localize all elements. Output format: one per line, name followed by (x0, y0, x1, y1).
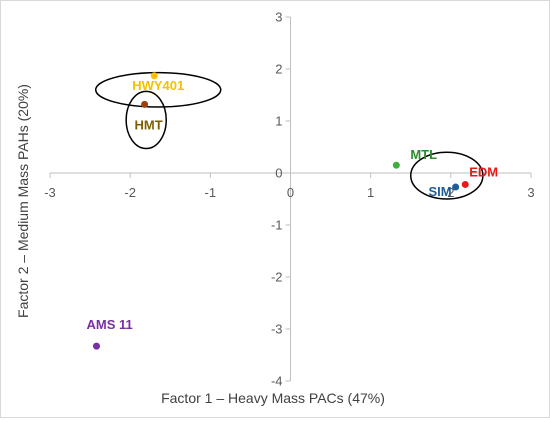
point-label: AMS 11 (86, 317, 132, 332)
x-axis-label: Factor 1 – Heavy Mass PACs (47%) (161, 390, 385, 406)
point-label: HWY401 (132, 78, 184, 93)
y-tick-label: -2 (271, 270, 283, 285)
cluster-ellipse (410, 151, 484, 200)
data-point (392, 161, 400, 169)
x-tick-label: 1 (367, 185, 374, 200)
data-point (461, 180, 469, 188)
data-point (150, 72, 158, 80)
y-tick-label: 2 (275, 62, 282, 77)
axes: -3 -2 -1 0 1 2 3 -4 -3 -2 -1 0 1 2 3 (44, 10, 534, 389)
x-tick-label: -1 (205, 185, 217, 200)
point-label: EDM (469, 164, 498, 179)
y-tick-label: -3 (271, 322, 283, 337)
y-tick-label: -4 (271, 374, 283, 389)
cluster-ellipse (125, 90, 167, 150)
x-tick-label: -3 (44, 185, 56, 200)
y-tick-label: 1 (275, 114, 282, 129)
cluster-ellipse (94, 71, 222, 108)
point-label: HMT (135, 117, 163, 132)
y-tick-label: 3 (275, 10, 282, 25)
y-tick-label: -1 (271, 218, 283, 233)
x-tick-label: 3 (527, 185, 534, 200)
point-label: MTL (410, 147, 437, 162)
x-tick-label: 0 (287, 185, 294, 200)
data-point (92, 342, 100, 350)
point-label: SIM (429, 184, 452, 199)
cluster-ellipses (94, 71, 484, 200)
x-tick-label: 2 (447, 185, 454, 200)
point-labels: HWY401 HMT MTL EDM SIM AMS 11 (86, 78, 498, 332)
data-point (452, 183, 460, 191)
data-point (141, 100, 149, 108)
data-points (92, 72, 469, 350)
y-axis-label: Factor 2 – Medium Mass PAHs (20%) (15, 84, 31, 318)
x-tick-label: -2 (124, 185, 136, 200)
y-tick-label: 0 (275, 166, 282, 181)
